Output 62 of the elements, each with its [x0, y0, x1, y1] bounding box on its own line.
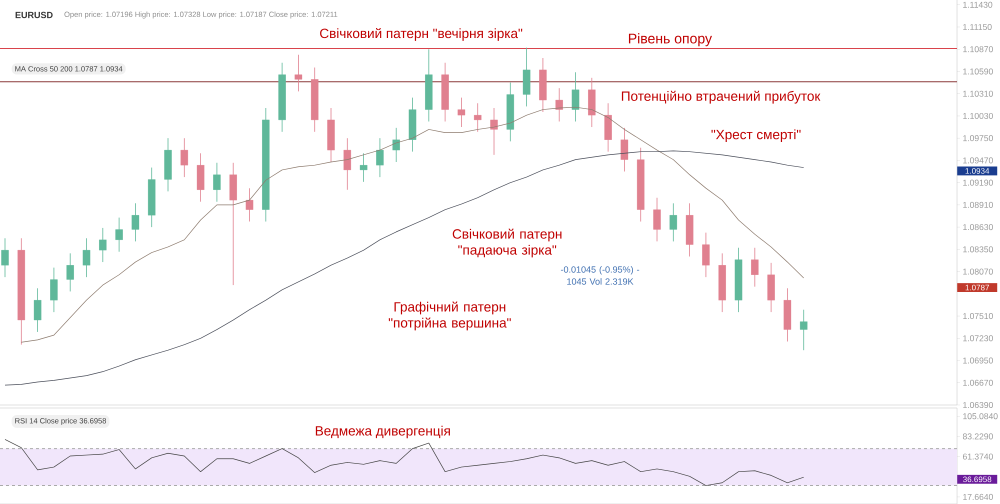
- y-tick-label: 105.0840: [963, 413, 998, 420]
- candlestick: [490, 108, 498, 156]
- annotation: Свічковий патерн "вечірня зірка": [320, 28, 522, 41]
- candlestick: [458, 97, 466, 128]
- candlestick: [376, 138, 384, 178]
- candlestick: [115, 217, 123, 252]
- candlestick: [294, 54, 302, 92]
- candlestick: [670, 202, 678, 242]
- line-series: [4, 439, 804, 486]
- y-tick-label: 1.06390: [963, 402, 993, 408]
- y-tick-label: 1.10590: [963, 68, 993, 74]
- y-tick-label: 1.09470: [963, 157, 993, 164]
- y-tick-label: 1.10310: [963, 90, 993, 97]
- candlestick: [213, 162, 221, 202]
- candlestick: [751, 247, 759, 288]
- annotation: "Хрест смерті": [712, 129, 801, 142]
- candlestick: [653, 197, 661, 242]
- y-tick-label: 1.06950: [963, 358, 993, 364]
- candlestick: [66, 252, 74, 292]
- candlestick: [800, 309, 808, 351]
- candlestick: [132, 202, 140, 242]
- candlestick: [246, 188, 254, 222]
- y-tick-label: 1.10870: [963, 46, 993, 52]
- text: 1.0934: [966, 168, 990, 174]
- y-tick-label: 1.08070: [963, 268, 993, 275]
- y-tick-label: 1.08630: [963, 224, 993, 230]
- candlestick: [50, 267, 58, 312]
- annotation: Ведмежа дивергенція: [316, 426, 450, 438]
- annotation: -0.01045 (-0.95%) -1045 Vol 2.319K: [560, 266, 640, 285]
- candlestick: [555, 88, 563, 122]
- y-tick-label: 1.07230: [963, 335, 993, 342]
- candlestick: [34, 288, 42, 332]
- candlestick: [82, 238, 90, 278]
- y-tick-label: 1.08350: [963, 246, 993, 252]
- y-tick-label: 1.06670: [963, 380, 993, 386]
- y-tick-label: 1.08910: [963, 202, 993, 208]
- y-tick-label: 17.6640: [963, 494, 993, 500]
- y-tick-label: 1.09190: [963, 180, 993, 186]
- y-tick-label: 1.10030: [963, 112, 993, 119]
- annotation: Графічний патерн "потрійна вершина": [388, 301, 511, 330]
- text: EURUSD: [16, 12, 53, 18]
- candlestick: [344, 138, 352, 190]
- annotation: Свічковий патерн "падаюча зірка": [452, 228, 562, 258]
- candlestick: [572, 72, 580, 122]
- candlestick: [360, 152, 368, 182]
- y-tick-label: 83.2290: [962, 433, 993, 440]
- candlestick: [180, 138, 188, 178]
- y-tick-label: 1.11150: [963, 24, 992, 30]
- candlestick: [99, 228, 107, 262]
- y-tick-label: 1.09750: [963, 135, 993, 142]
- candlestick: [474, 102, 482, 132]
- candlestick: [620, 127, 628, 172]
- y-tick-label: 1.11430: [963, 2, 992, 8]
- candlestick: [392, 127, 400, 162]
- ref-line-label: Рівень опору: [628, 33, 712, 46]
- annotation: Потенційно втрачений прибуток: [622, 90, 820, 104]
- text: 36.6958: [963, 476, 992, 482]
- candlestick: [1, 238, 9, 278]
- y-tick-label: 1.07510: [963, 313, 993, 320]
- candlestick: [702, 232, 710, 278]
- text: 1.0787: [966, 284, 990, 290]
- y-tick-label: 61.3740: [962, 454, 993, 460]
